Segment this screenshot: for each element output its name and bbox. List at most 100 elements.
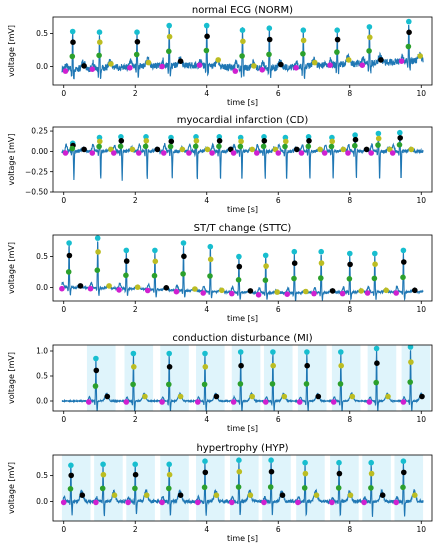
onset-marker [405, 43, 412, 50]
beat-highlight-band [196, 455, 225, 521]
r-peak-marker [400, 247, 407, 254]
t-wave-marker [177, 393, 184, 400]
onset-marker [373, 379, 380, 386]
onset-marker [305, 143, 312, 150]
x-axis-label: time [s] [227, 98, 258, 107]
r-peak-marker [166, 350, 172, 357]
x-tick-label: 6 [276, 89, 281, 98]
t-wave-marker [177, 492, 184, 499]
r-peak-marker [304, 349, 310, 355]
qrs-marker [181, 253, 187, 260]
qrs-marker [238, 138, 244, 145]
onset-marker [65, 269, 72, 275]
p-wave-marker [136, 150, 142, 156]
t-wave-marker [294, 146, 300, 153]
y-tick-label: 0.0 [36, 283, 48, 292]
t-wave-marker [129, 146, 136, 153]
p-wave-marker [195, 499, 201, 506]
onset-marker [69, 53, 76, 60]
t-wave-marker [204, 146, 211, 153]
p-wave-marker [93, 499, 99, 506]
p-wave-marker [284, 291, 291, 298]
r-peak-marker [203, 22, 210, 29]
r-peak-marker [261, 134, 267, 140]
onset-marker [301, 485, 308, 491]
t-wave-marker [417, 53, 424, 59]
t-wave-marker [419, 393, 425, 400]
onset-marker [262, 277, 269, 284]
t-wave-marker [340, 146, 347, 153]
onset-marker [99, 485, 106, 492]
p-wave-marker [366, 399, 373, 405]
beat-highlight-band [160, 455, 189, 521]
qrs-marker [375, 135, 382, 142]
qrs-marker [168, 138, 175, 145]
onset-marker [371, 275, 378, 282]
x-tick-label: 8 [347, 305, 352, 314]
axes-frame [52, 126, 433, 193]
panel-title: hypertrophy (HYP) [196, 443, 288, 454]
p-wave-marker [89, 150, 96, 156]
p-wave-marker [86, 399, 92, 405]
ecg-panel-4: 0 2 4 6 8 10 0.0 0.5 1.0 conduction disturbance (… [7, 333, 433, 433]
beat-highlight-band [94, 455, 123, 521]
onset-marker [328, 143, 335, 150]
p-wave-marker [298, 150, 305, 156]
x-tick-label: 6 [276, 305, 281, 314]
p-wave-marker [361, 499, 367, 506]
t-wave-marker [104, 393, 111, 400]
r-peak-marker [180, 240, 187, 246]
r-peak-marker [66, 240, 72, 246]
y-tick-label: 0.5 [36, 29, 48, 38]
r-peak-marker [202, 458, 208, 465]
qrs-marker [304, 362, 311, 369]
x-axis-label: time [s] [227, 534, 258, 543]
y-tick-label: −0.25 [25, 167, 48, 176]
qrs-marker [97, 39, 103, 45]
x-axis-label: time [s] [227, 205, 258, 214]
qrs-marker [143, 138, 150, 144]
x-tick-label: 4 [204, 415, 209, 424]
t-wave-marker [313, 492, 320, 499]
qrs-marker [291, 260, 298, 267]
r-peak-marker [68, 462, 74, 469]
qrs-marker [268, 468, 275, 475]
t-wave-marker [345, 57, 352, 63]
x-tick-label: 8 [347, 415, 352, 424]
p-wave-marker [259, 67, 266, 73]
r-peak-marker [152, 247, 158, 254]
onset-marker [203, 47, 210, 54]
p-wave-marker [393, 499, 400, 506]
p-wave-marker [161, 150, 167, 156]
qrs-marker [95, 249, 101, 255]
r-peak-marker [291, 248, 298, 255]
y-tick-label: 0.0 [36, 397, 48, 406]
p-wave-marker [345, 150, 351, 156]
onset-marker [117, 143, 124, 150]
t-wave-marker [81, 63, 87, 69]
qrs-marker [408, 359, 414, 365]
r-peak-marker [406, 18, 412, 25]
onset-marker [133, 51, 140, 58]
onset-marker [400, 274, 406, 281]
ecg-panel-5: 0 2 4 6 8 10 0.5 0.0 hypertrophy (HYP) time [s] vo… [7, 443, 433, 543]
t-wave-marker [329, 288, 336, 294]
r-peak-marker [318, 248, 325, 255]
t-wave-marker [179, 146, 186, 153]
r-peak-marker [239, 27, 246, 33]
onset-marker [123, 272, 129, 279]
panel-title: ST/T change (STTC) [194, 223, 292, 234]
p-wave-marker [159, 63, 165, 70]
onset-marker [67, 486, 74, 492]
p-wave-marker [295, 499, 301, 506]
r-peak-marker [207, 243, 214, 250]
x-tick-label: 0 [61, 525, 66, 534]
t-wave-marker [281, 393, 288, 400]
r-peak-marker [237, 349, 244, 355]
p-wave-marker [359, 62, 366, 68]
r-peak-marker [123, 247, 130, 254]
p-wave-marker [144, 287, 151, 294]
p-wave-marker [127, 65, 133, 71]
qrs-marker [100, 471, 107, 478]
t-wave-marker [251, 63, 257, 69]
